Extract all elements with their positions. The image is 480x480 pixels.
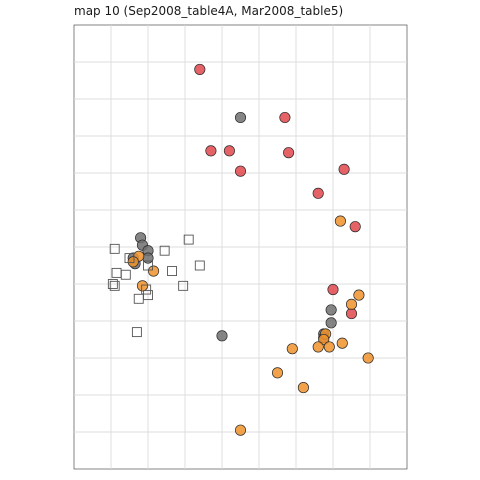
point-orange	[271, 367, 284, 379]
point-red	[194, 63, 206, 75]
point-orange	[353, 289, 365, 301]
point-orange	[362, 352, 374, 364]
point-orange	[323, 341, 335, 353]
point-open-square	[178, 280, 189, 291]
point-orange	[136, 280, 148, 292]
point-orange	[286, 343, 298, 355]
point-open-square	[141, 284, 152, 295]
grid-lines	[74, 25, 407, 469]
point-open-square	[167, 266, 178, 276]
point-red	[338, 163, 350, 175]
point-open-square	[120, 269, 131, 280]
point-open-square	[133, 293, 144, 304]
point-orange	[336, 337, 348, 349]
point-red	[349, 221, 361, 233]
point-open-square	[109, 280, 120, 291]
data-points	[107, 63, 374, 436]
point-gray	[142, 252, 154, 264]
point-orange	[148, 265, 160, 277]
point-orange	[297, 382, 309, 394]
point-red	[234, 165, 247, 177]
point-open-square	[194, 260, 205, 271]
point-gray	[325, 304, 337, 316]
point-gray	[325, 317, 337, 329]
point-orange	[334, 215, 346, 227]
point-open-square	[107, 279, 118, 289]
point-open-square	[131, 327, 142, 338]
point-red	[223, 145, 235, 157]
point-orange	[312, 341, 324, 353]
point-red	[205, 145, 217, 157]
point-red	[312, 187, 324, 199]
point-red	[283, 147, 295, 159]
chart-title: map 10 (Sep2008_table4A, Mar2008_table5)	[74, 4, 344, 18]
point-open-square	[159, 245, 170, 256]
point-red	[345, 308, 358, 320]
point-orange	[318, 333, 330, 346]
point-open-square	[183, 234, 194, 245]
point-gray	[234, 111, 247, 124]
point-open-square	[124, 253, 135, 264]
point-open-square	[143, 260, 153, 271]
point-orange	[234, 424, 247, 436]
point-red	[279, 111, 291, 124]
point-orange	[127, 256, 139, 268]
point-orange	[345, 298, 358, 310]
point-gray	[216, 330, 228, 342]
point-open-square	[109, 243, 120, 254]
point-red	[327, 283, 339, 296]
